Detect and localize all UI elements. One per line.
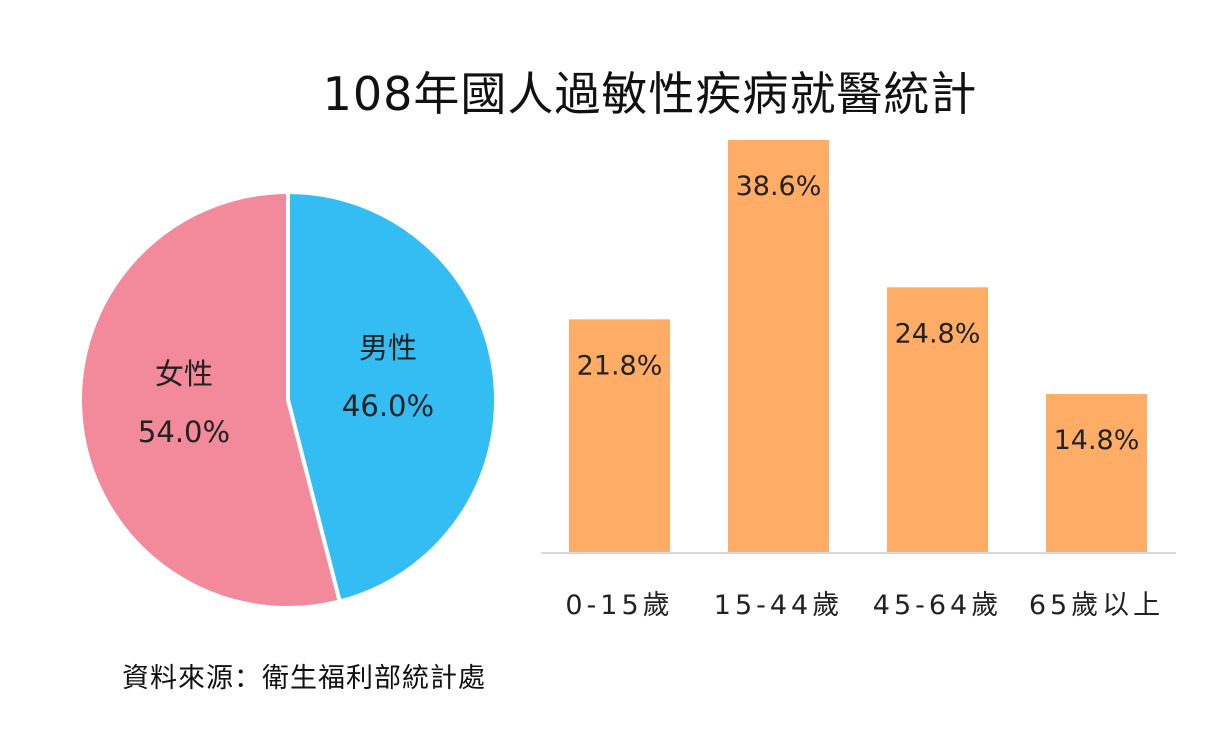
pie-chart: 男性 46.0% 女性 54.0% [78,189,498,610]
x-tick-label: 15-44歲 [714,590,843,621]
pie-slice-female [78,189,343,610]
bar-0 [569,319,670,552]
bar-data-label: 21.8% [577,350,663,381]
data-source-note: 資料來源：衛生福利部統計處 [122,663,486,694]
pie-label-male: 男性 [359,331,417,365]
chart-title: 108年國人過敏性疾病就醫統計 [322,67,978,121]
bar-data-label: 38.6% [736,171,822,202]
bar-data-label: 24.8% [895,318,981,349]
x-tick-label: 0-15歲 [565,590,673,621]
bar-3 [1046,394,1147,552]
pie-slice-male [286,189,498,604]
bar-data-label: 14.8% [1054,425,1140,456]
bar-2 [887,287,988,552]
x-tick-label: 65歲以上 [1029,590,1164,621]
pie-value-female: 54.0% [138,415,230,449]
x-tick-label: 45-64歲 [873,590,1002,621]
bar-1 [728,140,829,552]
pie-value-male: 46.0% [342,389,434,423]
pie-label-female: 女性 [155,357,213,391]
bar-chart: 21.8% 0-15歲 38.6% 15-44歲 24.8% 45-64歲 14.8% 65歲… [541,140,1176,621]
